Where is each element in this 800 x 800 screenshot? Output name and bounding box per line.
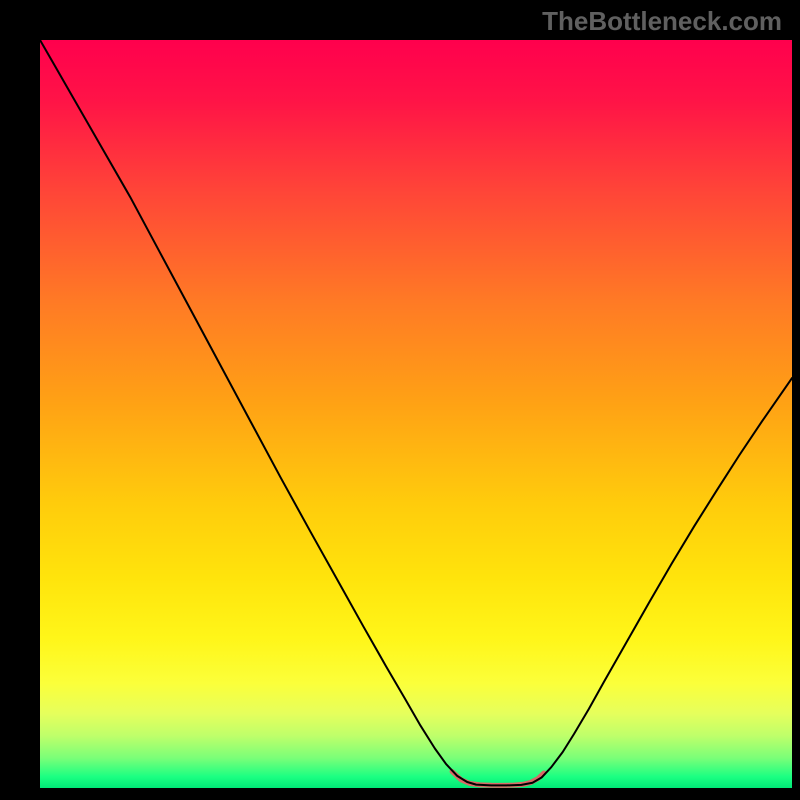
- plot-background: [40, 40, 792, 788]
- watermark-text: TheBottleneck.com: [542, 6, 782, 37]
- bottleneck-plot: [40, 40, 792, 788]
- plot-svg: [40, 40, 792, 788]
- chart-canvas: { "canvas": { "width": 800, "height": 80…: [0, 0, 800, 800]
